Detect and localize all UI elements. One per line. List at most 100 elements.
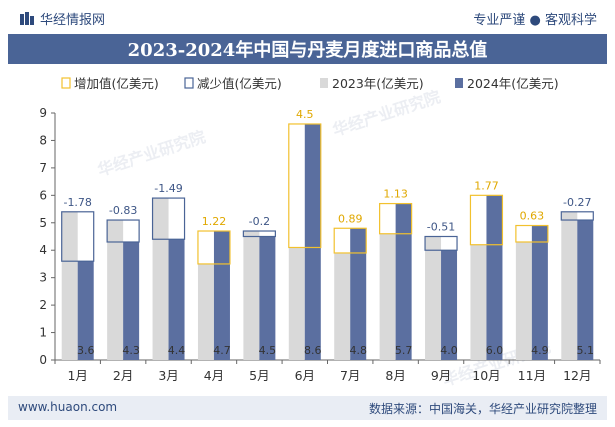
change-label: -0.2: [249, 215, 270, 228]
logo-icon: [20, 11, 34, 25]
change-bracket-decrease: [560, 211, 594, 221]
value-label-2024: 4.3: [122, 344, 140, 357]
change-label: 0.63: [520, 210, 545, 223]
bar-2023: [470, 244, 487, 360]
bar-2024: [350, 228, 367, 360]
x-tick-label: 6月: [295, 368, 315, 383]
value-label-2024: 4.9: [531, 344, 549, 357]
bar-2024: [486, 195, 503, 360]
value-label-2024: 5.1: [577, 344, 595, 357]
bar-2023: [561, 211, 578, 360]
y-tick-label: 7: [39, 161, 47, 175]
value-label-2024: 4.7: [213, 344, 231, 357]
x-tick-label: 7月: [340, 368, 360, 383]
change-bracket-increase: [515, 224, 549, 243]
change-label: 0.89: [338, 212, 363, 225]
bar-2024: [304, 123, 321, 360]
y-tick-label: 1: [39, 326, 47, 340]
x-tick-label: 9月: [431, 368, 451, 383]
bar-2024: [213, 231, 230, 360]
bar-2023: [243, 231, 260, 360]
chart-title: 2023-2024年中国与丹麦月度进口商品总值: [127, 40, 488, 61]
change-label: -0.27: [563, 196, 591, 209]
bar-2024: [531, 225, 548, 360]
bar-2023: [107, 220, 124, 360]
chart: 增加值(亿美元) 减少值(亿美元) 2023年(亿美元) 2024年(亿美元) 0 1 2 3…: [39, 76, 601, 383]
change-label: 1.77: [474, 179, 499, 192]
footer: www.huaon.com 数据来源：中国海关，华经产业研究院整理: [8, 396, 607, 420]
top-bar: 华经情报网 专业严谨 ● 客观科学: [0, 0, 615, 34]
y-tick-label: 2: [39, 298, 47, 312]
change-bracket-increase: [333, 227, 367, 254]
bar-2024: [577, 220, 594, 360]
footer-website[interactable]: www.huaon.com: [18, 400, 118, 414]
change-label: -1.49: [154, 182, 182, 195]
brand-name: 华经情报网: [40, 13, 106, 28]
change-label: -0.51: [427, 221, 455, 234]
bar-2023: [197, 263, 214, 360]
title-band: 2023-2024年中国与丹麦月度进口商品总值: [8, 34, 607, 64]
x-tick-label: 4月: [204, 368, 224, 383]
change-bracket-decrease: [151, 197, 186, 240]
legend-swatch-increase: [61, 77, 71, 89]
change-bracket-decrease: [61, 211, 95, 262]
bar-2023: [515, 241, 532, 360]
footer-source: 数据来源：中国海关，华经产业研究院整理: [368, 402, 597, 416]
y-tick-label: 4: [39, 243, 47, 257]
change-bracket-decrease: [242, 230, 276, 238]
legend-label: 2023年(亿美元): [332, 76, 424, 91]
bar-2024: [168, 239, 185, 360]
bar-2023: [334, 252, 351, 360]
bar-2023: [379, 233, 396, 360]
change-label: 1.13: [383, 188, 408, 201]
brand-slogan: 专业严谨 ● 客观科学: [473, 13, 597, 28]
value-label-2024: 4.4: [168, 344, 186, 357]
x-tick-label: 12月: [563, 368, 591, 383]
value-label-2024: 4.0: [440, 344, 458, 357]
change-label: 4.5: [296, 108, 314, 121]
change-label: -0.83: [109, 204, 137, 217]
x-tick-label: 2月: [113, 368, 133, 383]
change-label: 1.22: [202, 215, 227, 228]
legend-label: 增加值(亿美元): [74, 76, 159, 91]
y-tick-label: 5: [39, 216, 47, 230]
value-label-2024: 4.5: [259, 344, 277, 357]
y-tick-label: 3: [39, 271, 47, 285]
legend-label: 减少值(亿美元): [197, 76, 282, 91]
legend-swatch-2024: [455, 78, 463, 88]
change-bracket-increase: [197, 230, 231, 265]
bar-2024: [123, 241, 140, 360]
legend-swatch-2023: [320, 78, 328, 88]
y-tick-label: 6: [39, 188, 47, 202]
value-label-2024: 6.0: [486, 344, 504, 357]
x-tick-label: 3月: [158, 368, 178, 383]
y-tick-label: 8: [39, 133, 47, 147]
change-label: -1.78: [63, 196, 91, 209]
x-tick-label: 8月: [385, 368, 405, 383]
x-tick-label: 5月: [249, 368, 269, 383]
change-bracket-decrease: [424, 235, 458, 251]
change-bracket-increase: [288, 123, 322, 249]
value-label-2024: 4.8: [349, 344, 367, 357]
bar-2023: [152, 198, 169, 360]
bar-2023: [61, 211, 78, 360]
x-tick-label: 11月: [518, 368, 546, 383]
y-tick-label: 0: [39, 353, 47, 367]
change-bracket-increase: [469, 194, 504, 246]
x-tick-label: 1月: [67, 368, 87, 383]
y-tick-label: 9: [39, 106, 47, 120]
bar-2024: [259, 236, 276, 360]
legend-label: 2024年(亿美元): [467, 76, 559, 91]
bar-2023: [425, 236, 442, 360]
bar-2024: [395, 203, 412, 360]
brand-logo: 华经情报网: [20, 9, 105, 28]
change-bracket-increase: [379, 202, 413, 235]
legend-swatch-decrease: [184, 77, 194, 89]
value-label-2024: 3.6: [77, 344, 95, 357]
bar-2024: [441, 250, 458, 360]
value-label-2024: 8.6: [304, 344, 322, 357]
bar-2024: [77, 261, 94, 360]
change-bracket-decrease: [106, 219, 140, 243]
bar-2023: [288, 247, 305, 360]
